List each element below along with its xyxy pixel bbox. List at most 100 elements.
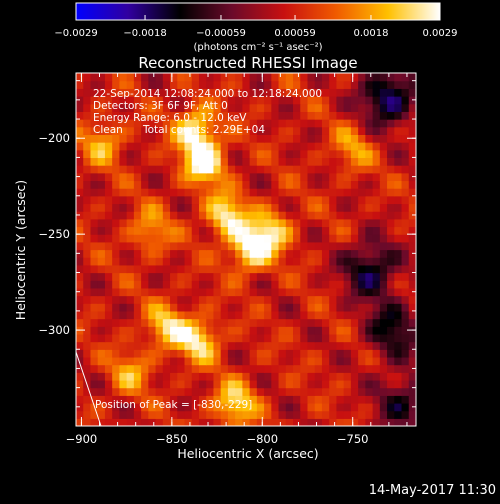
heatmap-cell: [329, 241, 338, 251]
heatmap-cell: [133, 188, 142, 197]
heatmap-cell: [112, 126, 120, 135]
heatmap-cell: [155, 418, 164, 426]
heatmap-cell: [307, 134, 316, 143]
heatmap-cell: [350, 73, 359, 82]
heatmap-cell: [133, 226, 142, 235]
heatmap-cell: [379, 234, 388, 243]
heatmap-cell: [220, 410, 229, 419]
heatmap-cell: [293, 287, 301, 297]
heatmap-cell: [83, 103, 92, 112]
heatmap-cell: [220, 96, 229, 105]
heatmap-cell: [379, 364, 388, 373]
heatmap-cell: [83, 326, 92, 335]
heatmap-cell: [387, 88, 395, 97]
heatmap-cell: [358, 264, 366, 274]
heatmap-cell: [220, 372, 229, 381]
heatmap-cell: [307, 157, 316, 166]
heatmap-cell: [293, 257, 301, 266]
heatmap-cell: [278, 310, 287, 320]
heatmap-cell: [112, 149, 120, 159]
heatmap-cell: [314, 234, 323, 243]
heatmap-cell: [104, 134, 113, 143]
heatmap-cell: [300, 73, 309, 82]
heatmap-cell: [191, 73, 200, 82]
heatmap-cell: [401, 395, 410, 404]
heatmap-cell: [379, 418, 388, 426]
heatmap-cell: [372, 226, 381, 235]
heatmap-cell: [235, 172, 243, 182]
heatmap-cell: [387, 149, 395, 159]
heatmap-cell: [285, 218, 294, 228]
heatmap-cell: [394, 333, 403, 343]
heatmap-cell: [198, 333, 207, 343]
heatmap-cell: [90, 126, 99, 135]
heatmap-cell: [401, 211, 410, 220]
heatmap-cell: [358, 119, 366, 128]
heatmap-cell: [235, 402, 243, 412]
heatmap-cell: [249, 364, 258, 373]
heatmap-cell: [343, 218, 352, 228]
heatmap-cell: [401, 379, 410, 389]
heatmap-cell: [278, 280, 287, 289]
heatmap-cell: [278, 241, 287, 251]
heatmap-cell: [119, 188, 128, 197]
heatmap-cell: [387, 272, 395, 281]
heatmap-cell: [191, 333, 200, 343]
heatmap-cell: [372, 341, 381, 350]
heatmap-cell: [191, 402, 200, 412]
heatmap-cell: [198, 80, 207, 89]
chart-title: Reconstructed RHESSI Image: [138, 54, 357, 72]
heatmap-cell: [141, 96, 149, 105]
heatmap-cell: [162, 103, 171, 112]
heatmap-cell: [408, 310, 416, 320]
heatmap-cell: [133, 287, 142, 297]
heatmap-cell: [387, 341, 395, 350]
heatmap-cell: [379, 249, 388, 258]
heatmap-cell: [90, 218, 99, 228]
heatmap-cell: [162, 310, 171, 320]
heatmap-cell: [220, 111, 229, 120]
heatmap-cell: [141, 418, 149, 426]
heatmap-cell: [162, 80, 171, 89]
heatmap-cell: [278, 211, 287, 220]
heatmap-cell: [372, 149, 381, 159]
heatmap-cell: [104, 372, 113, 381]
heatmap-cell: [242, 418, 251, 426]
heatmap-cell: [300, 410, 309, 419]
heatmap-cell: [112, 318, 120, 327]
heatmap-cell: [350, 402, 359, 412]
info-clean: Clean: [93, 124, 123, 136]
heatmap-cell: [148, 249, 157, 258]
heatmap-cell: [271, 134, 280, 143]
heatmap-cell: [387, 203, 395, 212]
heatmap-cell: [271, 111, 280, 120]
heatmap-cell: [256, 226, 265, 235]
heatmap-cell: [264, 333, 272, 343]
heatmap-cell: [76, 149, 84, 159]
heatmap-cell: [387, 395, 395, 404]
heatmap-cell: [343, 410, 352, 419]
heatmap-cell: [133, 341, 142, 350]
heatmap-cell: [408, 372, 416, 381]
heatmap-cell: [336, 80, 345, 89]
heatmap-cell: [119, 349, 128, 358]
heatmap-cell: [394, 149, 403, 159]
heatmap-cell: [285, 326, 294, 335]
heatmap-cell: [300, 372, 309, 381]
heatmap-cell: [141, 195, 149, 205]
heatmap-cell: [184, 226, 193, 235]
heatmap-cell: [329, 126, 338, 135]
heatmap-cell: [372, 96, 381, 105]
heatmap-cell: [256, 333, 265, 343]
heatmap-cell: [350, 80, 359, 89]
heatmap-cell: [379, 356, 388, 366]
heatmap-cell: [191, 257, 200, 266]
heatmap-cell: [336, 349, 345, 358]
heatmap-cell: [307, 103, 316, 112]
heatmap-cell: [300, 379, 309, 389]
heatmap-cell: [264, 172, 272, 182]
heatmap-cell: [227, 80, 236, 89]
heatmap-cell: [387, 165, 395, 174]
heatmap-cell: [220, 287, 229, 297]
